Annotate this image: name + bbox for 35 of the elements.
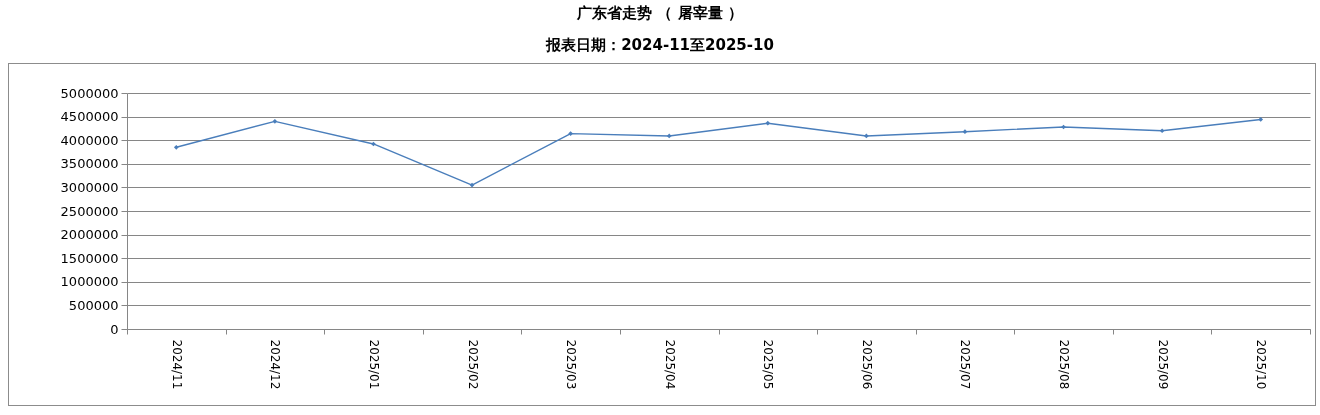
x-tick-label: 2024/12 [268, 339, 283, 390]
y-tick-label: 5000000 [60, 85, 119, 101]
x-tick-label: 2025/03 [564, 339, 579, 390]
x-tick-label: 2025/10 [1254, 339, 1269, 390]
y-tick-label: 2000000 [60, 227, 119, 243]
x-tick-label: 2025/04 [662, 339, 677, 390]
y-tick-label: 2500000 [60, 203, 119, 219]
chart-title: 广东省走势 （ 屠宰量 ） [576, 4, 743, 22]
point [666, 133, 672, 139]
x-tick-label: 2025/09 [1155, 339, 1170, 390]
point [765, 120, 771, 126]
y-tick-label: 0 [110, 321, 119, 337]
y-tick-label: 1500000 [60, 250, 119, 266]
point [864, 133, 869, 139]
x-tick-label: 2025/07 [958, 339, 973, 390]
x-tick-label: 2025/02 [465, 339, 480, 390]
y-tick-label: 3000000 [60, 179, 119, 195]
point [272, 118, 278, 124]
x-tick-label: 2025/05 [761, 339, 776, 390]
point [469, 182, 475, 188]
point [1159, 128, 1165, 134]
point [173, 144, 179, 150]
x-tick-label: 2024/11 [169, 339, 184, 390]
point [962, 129, 968, 135]
x-tick-label: 2025/01 [366, 339, 381, 390]
y-tick-label: 1000000 [60, 274, 119, 290]
y-tick-label: 3500000 [60, 156, 119, 172]
chart-subtitle: 报表日期：2024-11至2025-10 [545, 36, 774, 54]
y-tick-label: 4500000 [60, 109, 119, 125]
x-tick-label: 2025/06 [859, 339, 874, 390]
y-tick-label: 500000 [68, 297, 119, 313]
y-tick-label: 4000000 [60, 132, 119, 148]
point [568, 131, 573, 136]
x-tick-label: 2025/08 [1057, 339, 1072, 390]
point [1258, 117, 1264, 122]
